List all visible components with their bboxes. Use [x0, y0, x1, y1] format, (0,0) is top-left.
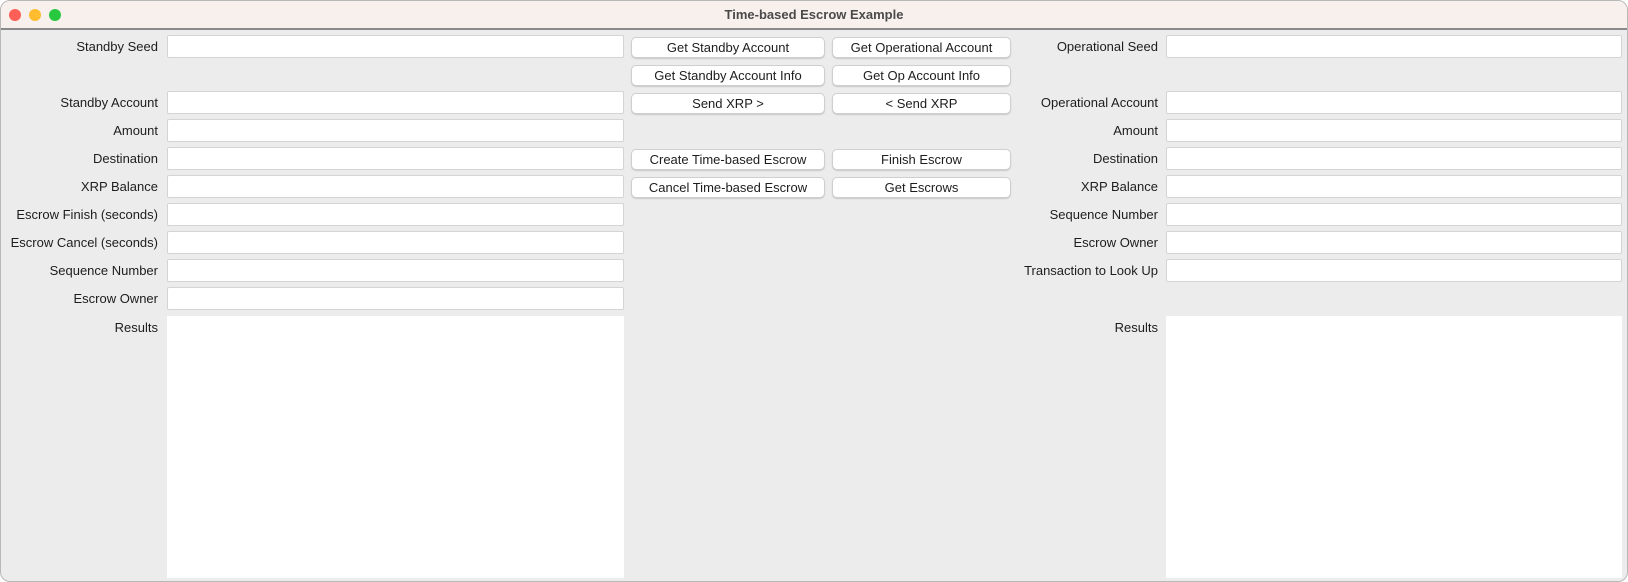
- get-escrows-button[interactable]: Get Escrows: [832, 177, 1011, 198]
- get-standby-account-button[interactable]: Get Standby Account: [631, 37, 825, 58]
- operational-account-input[interactable]: [1166, 91, 1622, 114]
- standby-sequence-label: Sequence Number: [49, 263, 158, 278]
- operational-seed-label: Operational Seed: [1056, 39, 1158, 54]
- send-xrp-to-operational-button[interactable]: Send XRP >: [631, 93, 825, 114]
- transaction-lookup-label: Transaction to Look Up: [1024, 263, 1158, 278]
- operational-amount-input[interactable]: [1166, 119, 1622, 142]
- escrow-cancel-label: Escrow Cancel (seconds): [10, 235, 158, 250]
- standby-balance-label: XRP Balance: [80, 179, 158, 194]
- operational-sequence-input[interactable]: [1166, 203, 1622, 226]
- get-op-account-info-button[interactable]: Get Op Account Info: [832, 65, 1011, 86]
- escrow-cancel-input[interactable]: [167, 231, 624, 254]
- zoom-window-button[interactable]: [49, 9, 61, 21]
- get-standby-account-info-button[interactable]: Get Standby Account Info: [631, 65, 825, 86]
- standby-destination-input[interactable]: [167, 147, 624, 170]
- standby-balance-input[interactable]: [167, 175, 624, 198]
- standby-sequence-input[interactable]: [167, 259, 624, 282]
- operational-destination-input[interactable]: [1166, 147, 1622, 170]
- standby-escrow-owner-input[interactable]: [167, 287, 624, 310]
- operational-results-label: Results: [1114, 320, 1158, 335]
- send-xrp-to-standby-button[interactable]: < Send XRP: [832, 93, 1011, 114]
- standby-seed-input[interactable]: [167, 35, 624, 58]
- operational-destination-label: Destination: [1092, 151, 1158, 166]
- standby-seed-label: Standby Seed: [76, 39, 158, 54]
- operational-escrow-owner-label: Escrow Owner: [1073, 235, 1158, 250]
- create-escrow-button[interactable]: Create Time-based Escrow: [631, 149, 825, 170]
- escrow-finish-label: Escrow Finish (seconds): [16, 207, 158, 222]
- close-window-button[interactable]: [9, 9, 21, 21]
- minimize-window-button[interactable]: [29, 9, 41, 21]
- operational-escrow-owner-input[interactable]: [1166, 231, 1622, 254]
- standby-account-input[interactable]: [167, 91, 624, 114]
- standby-account-label: Standby Account: [60, 95, 158, 110]
- get-operational-account-button[interactable]: Get Operational Account: [832, 37, 1011, 58]
- standby-amount-label: Amount: [113, 123, 158, 138]
- operational-results-textarea[interactable]: [1166, 316, 1622, 578]
- operational-sequence-label: Sequence Number: [1049, 207, 1158, 222]
- standby-results-textarea[interactable]: [167, 316, 624, 578]
- operational-balance-input[interactable]: [1166, 175, 1622, 198]
- transaction-lookup-input[interactable]: [1166, 259, 1622, 282]
- standby-amount-input[interactable]: [167, 119, 624, 142]
- window-title: Time-based Escrow Example: [724, 7, 904, 22]
- operational-seed-input[interactable]: [1166, 35, 1622, 58]
- standby-destination-label: Destination: [92, 151, 158, 166]
- operational-balance-label: XRP Balance: [1080, 179, 1158, 194]
- finish-escrow-button[interactable]: Finish Escrow: [832, 149, 1011, 170]
- operational-amount-label: Amount: [1113, 123, 1158, 138]
- standby-results-label: Results: [114, 320, 158, 335]
- operational-account-label: Operational Account: [1040, 95, 1158, 110]
- cancel-escrow-button[interactable]: Cancel Time-based Escrow: [631, 177, 825, 198]
- escrow-finish-input[interactable]: [167, 203, 624, 226]
- standby-escrow-owner-label: Escrow Owner: [73, 291, 158, 306]
- title-bar: Time-based Escrow Example: [1, 1, 1627, 30]
